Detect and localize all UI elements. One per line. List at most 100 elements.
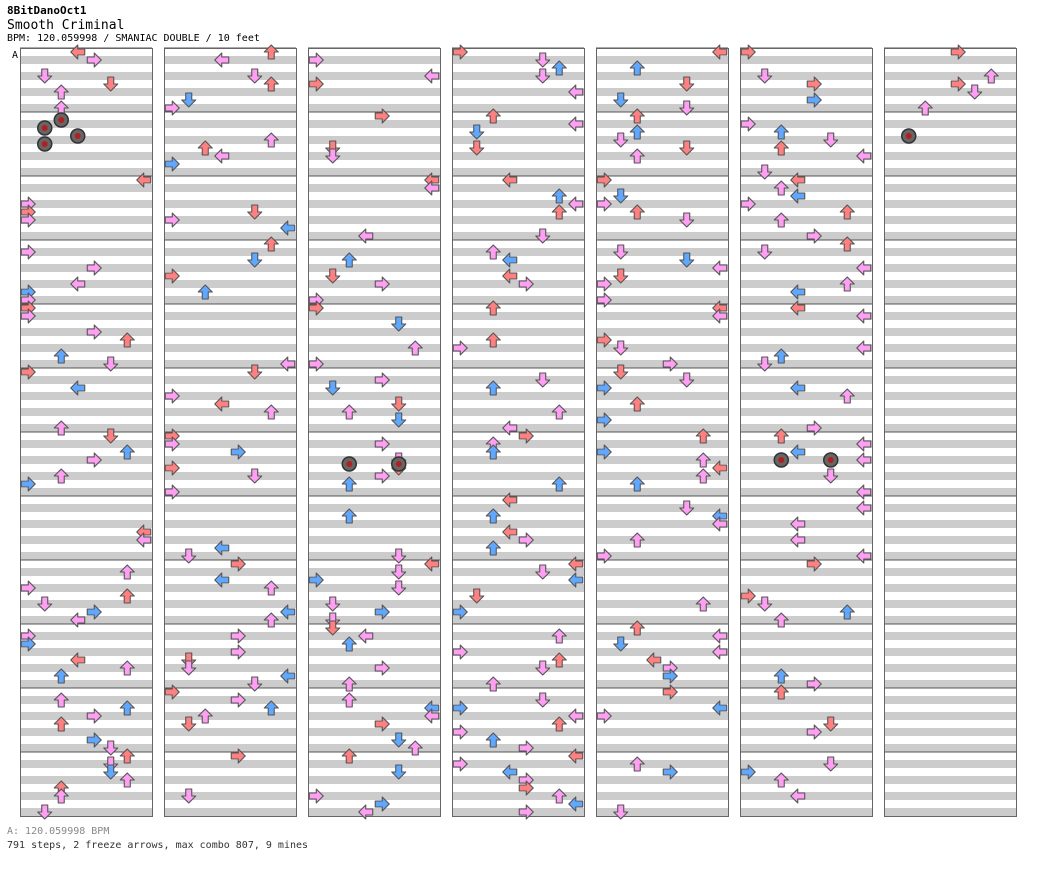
step-arrow [839,276,855,292]
step-arrow [596,292,612,308]
step-arrow [983,68,999,84]
step-arrow [596,548,612,564]
step-arrow [103,764,119,780]
step-arrow [535,68,551,84]
step-arrow [662,668,678,684]
arrows-column-3 [308,52,440,820]
step-arrow [518,532,534,548]
step-stats: 791 steps, 2 freeze arrows, max combo 80… [7,840,309,851]
step-arrow [839,604,855,620]
step-arrow [53,788,69,804]
step-arrow [695,468,711,484]
step-arrow [757,244,773,260]
step-arrow [20,636,36,652]
step-arrow [37,68,53,84]
step-arrow [358,228,374,244]
step-arrow [950,76,966,92]
step-arrow [596,708,612,724]
column-frame [452,48,585,817]
step-arrow [679,252,695,268]
step-arrow [119,748,135,764]
step-arrow [53,692,69,708]
step-arrow [502,764,518,780]
step-arrow [502,252,518,268]
step-arrow [424,180,440,196]
step-arrow [53,668,69,684]
step-arrow [391,316,407,332]
step-arrow [568,556,584,572]
step-arrow [629,148,645,164]
step-arrow [662,684,678,700]
step-arrow [568,196,584,212]
step-arrow [452,604,468,620]
step-arrow [551,716,567,732]
step-arrow [391,580,407,596]
step-arrow [551,404,567,420]
step-arrow [485,732,501,748]
step-arrow [679,372,695,388]
step-arrow [967,84,983,100]
step-arrow [568,748,584,764]
step-arrow [53,716,69,732]
step-arrow [596,412,612,428]
step-arrow [839,204,855,220]
bpm-marker: A [12,50,18,61]
mine-icon [391,456,407,472]
step-arrow [856,484,872,500]
step-arrow [695,596,711,612]
step-arrow [740,44,756,60]
step-arrow [119,444,135,460]
step-arrow [502,492,518,508]
step-arrow [823,132,839,148]
step-arrow [341,636,357,652]
step-arrow [374,468,390,484]
step-arrow [551,476,567,492]
column-frame [20,48,153,817]
mine-icon [773,452,789,468]
step-arrow [485,380,501,396]
step-arrow [341,692,357,708]
step-arrow [950,44,966,60]
chart-column-2 [164,47,297,817]
step-arrow [164,268,180,284]
step-arrow [757,68,773,84]
step-arrow [679,140,695,156]
step-arrow [452,340,468,356]
step-arrow [790,172,806,188]
step-arrow [790,380,806,396]
step-arrow [790,516,806,532]
step-arrow [70,612,86,628]
step-arrow [214,540,230,556]
step-arrow [247,204,263,220]
step-arrow [53,348,69,364]
step-arrow [535,692,551,708]
chart-column-6 [740,47,873,817]
step-arrow [790,300,806,316]
step-arrow [469,588,485,604]
step-arrow [119,588,135,604]
step-arrow [325,268,341,284]
step-arrow [452,44,468,60]
step-arrow [374,604,390,620]
step-arrow [263,236,279,252]
step-arrow [568,572,584,588]
step-arrow [646,652,662,668]
step-arrow [164,100,180,116]
bpm-summary: A: 120.059998 BPM [7,826,110,837]
chart-header: 8BitDanoOct1 Smooth Criminal BPM: 120.05… [7,4,260,44]
step-arrow [629,60,645,76]
arrows-column-6 [740,44,872,804]
step-arrow [181,788,197,804]
step-arrow [391,764,407,780]
step-arrow [308,300,324,316]
step-arrow [596,380,612,396]
step-arrow [280,668,296,684]
step-arrow [596,276,612,292]
step-arrow [596,196,612,212]
step-arrow [551,204,567,220]
step-arrow [424,708,440,724]
chart-column-4 [452,47,585,817]
step-arrow [757,596,773,612]
step-arrow [712,628,728,644]
step-arrow [662,764,678,780]
